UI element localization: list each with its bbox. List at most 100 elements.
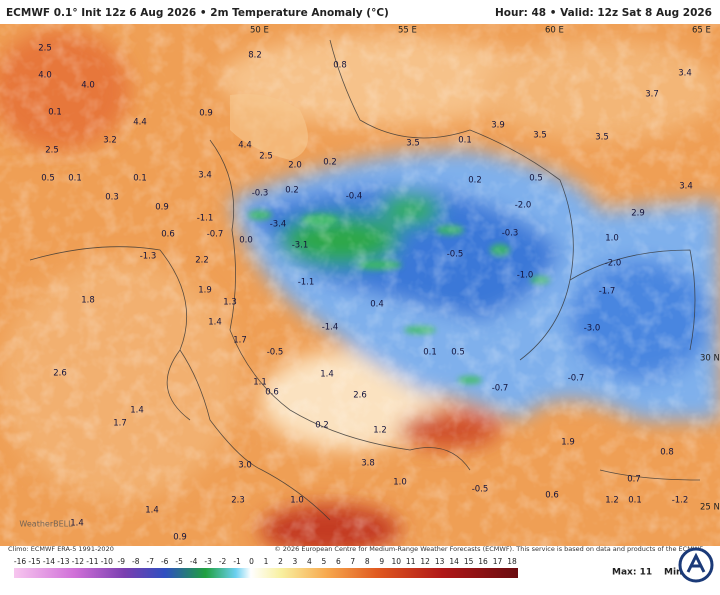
anomaly-value: -1.1 xyxy=(197,214,214,224)
anomaly-value: 0.5 xyxy=(529,174,543,184)
grid-label: 55 E xyxy=(398,26,417,36)
colorbar-label: -14 xyxy=(43,557,55,566)
anomaly-value: -1.7 xyxy=(599,287,616,297)
anomaly-value: 2.5 xyxy=(259,152,273,162)
anomaly-value: -3.4 xyxy=(270,220,287,230)
colorbar-label: -3 xyxy=(204,557,212,566)
anomaly-value: -0.7 xyxy=(207,230,224,240)
colorbar-label: -4 xyxy=(190,557,198,566)
anomaly-value: -1.4 xyxy=(322,323,339,333)
anomaly-value: -1.2 xyxy=(672,496,689,506)
colorbar-label: -12 xyxy=(72,557,84,566)
colorbar-label: 10 xyxy=(391,557,401,566)
anomaly-value: 1.4 xyxy=(145,506,159,516)
anomaly-value: 3.5 xyxy=(406,139,420,149)
anomaly-value: 2.6 xyxy=(353,391,367,401)
anomaly-value: 0.5 xyxy=(451,348,465,358)
anomaly-value: 0.8 xyxy=(660,448,674,458)
anomaly-value: 1.7 xyxy=(233,336,247,346)
anomaly-value: -0.4 xyxy=(346,192,363,202)
colorbar-label: -9 xyxy=(118,557,126,566)
colorbar-label: 16 xyxy=(478,557,488,566)
colorbar-label: -10 xyxy=(101,557,113,566)
anomaly-value: 0.2 xyxy=(468,176,482,186)
anomaly-value: 0.6 xyxy=(545,491,559,501)
anomaly-value: 1.9 xyxy=(561,438,575,448)
anomaly-value: 3.9 xyxy=(491,121,505,131)
colorbar-label: 7 xyxy=(350,557,355,566)
anomaly-value: 0.0 xyxy=(239,236,253,246)
anomaly-value: 3.8 xyxy=(361,459,375,469)
anomaly-value: 1.2 xyxy=(605,496,619,506)
anomaly-value: 1.0 xyxy=(393,478,407,488)
climo-note: Climo: ECMWF ERA-5 1991-2020 xyxy=(8,545,114,553)
anomaly-value: -3.0 xyxy=(584,324,601,334)
anomaly-value: 0.1 xyxy=(458,136,472,146)
colorbar-label: -13 xyxy=(57,557,69,566)
colorbar-label: 13 xyxy=(435,557,445,566)
anomaly-value: -0.3 xyxy=(252,189,269,199)
anomaly-value: 1.9 xyxy=(198,286,212,296)
grid-label: 30 N xyxy=(700,354,720,364)
colorbar-label: 4 xyxy=(307,557,312,566)
anomaly-value: -0.7 xyxy=(568,374,585,384)
grid-label: 50 E xyxy=(250,26,269,36)
anomaly-value: 0.9 xyxy=(155,203,169,213)
anomaly-value: 1.0 xyxy=(605,234,619,244)
anomaly-value: 0.2 xyxy=(285,186,299,196)
anomaly-value: 0.9 xyxy=(173,533,187,543)
anomaly-value: -3.1 xyxy=(292,241,309,251)
anomaly-value: 2.5 xyxy=(45,146,59,156)
anomaly-value: 1.4 xyxy=(320,370,334,380)
anomaly-value: 1.8 xyxy=(81,296,95,306)
anomaly-value: 2.9 xyxy=(631,209,645,219)
grid-label: 65 E xyxy=(692,26,711,36)
max-label: Max: 11 xyxy=(612,568,652,578)
anomaly-value: 0.4 xyxy=(370,300,384,310)
colorbar-label: 3 xyxy=(293,557,298,566)
colorbar-label: 6 xyxy=(336,557,341,566)
anomaly-value: 0.9 xyxy=(199,109,213,119)
anomaly-value: 3.4 xyxy=(678,69,692,79)
anomaly-value: -0.3 xyxy=(502,229,519,239)
anomaly-value: 0.1 xyxy=(133,174,147,184)
colorbar-label: 17 xyxy=(493,557,503,566)
colorbar-label: -2 xyxy=(219,557,227,566)
anomaly-value: -1.0 xyxy=(517,271,534,281)
colorbar-label: -1 xyxy=(233,557,241,566)
anomaly-value: 8.2 xyxy=(248,51,262,61)
anomaly-value: 3.5 xyxy=(533,131,547,141)
anomaly-value: -2.0 xyxy=(605,259,622,269)
anomaly-value: 3.4 xyxy=(198,171,212,181)
header-right: Hour: 48 • Valid: 12z Sat 8 Aug 2026 xyxy=(495,7,712,19)
anomaly-value: 1.4 xyxy=(208,318,222,328)
colorbar-label: 8 xyxy=(365,557,370,566)
anomaly-value: 1.3 xyxy=(223,298,237,308)
grid-label: 60 E xyxy=(545,26,564,36)
anomaly-value: 2.6 xyxy=(53,369,67,379)
anomaly-value: 0.6 xyxy=(161,230,175,240)
anomaly-value: -2.0 xyxy=(515,201,532,211)
anomaly-value: 0.1 xyxy=(423,348,437,358)
anomaly-value: 0.5 xyxy=(41,174,55,184)
colorbar-label: 9 xyxy=(379,557,384,566)
anomaly-value: 1.1 xyxy=(253,378,267,388)
anomaly-value: 4.4 xyxy=(238,141,252,151)
anomaly-value: 4.0 xyxy=(38,71,52,81)
colorbar-label: -15 xyxy=(28,557,40,566)
colorbar-label: 2 xyxy=(278,557,283,566)
colorbar-label: -7 xyxy=(146,557,154,566)
anomaly-value: 0.8 xyxy=(333,61,347,71)
colorbar-label: 15 xyxy=(464,557,474,566)
colorbar-label: 12 xyxy=(420,557,430,566)
anomaly-value: 2.2 xyxy=(195,256,209,266)
anomaly-value: 1.4 xyxy=(130,406,144,416)
colorbar-label: 14 xyxy=(449,557,459,566)
anomaly-value: -0.5 xyxy=(267,348,284,358)
copyright: © 2026 European Centre for Medium-Range … xyxy=(274,545,704,553)
colorbar-label: 0 xyxy=(249,557,254,566)
anomaly-value: -1.1 xyxy=(298,278,315,288)
anomaly-value: 3.0 xyxy=(238,461,252,471)
colorbar-label: -6 xyxy=(161,557,169,566)
